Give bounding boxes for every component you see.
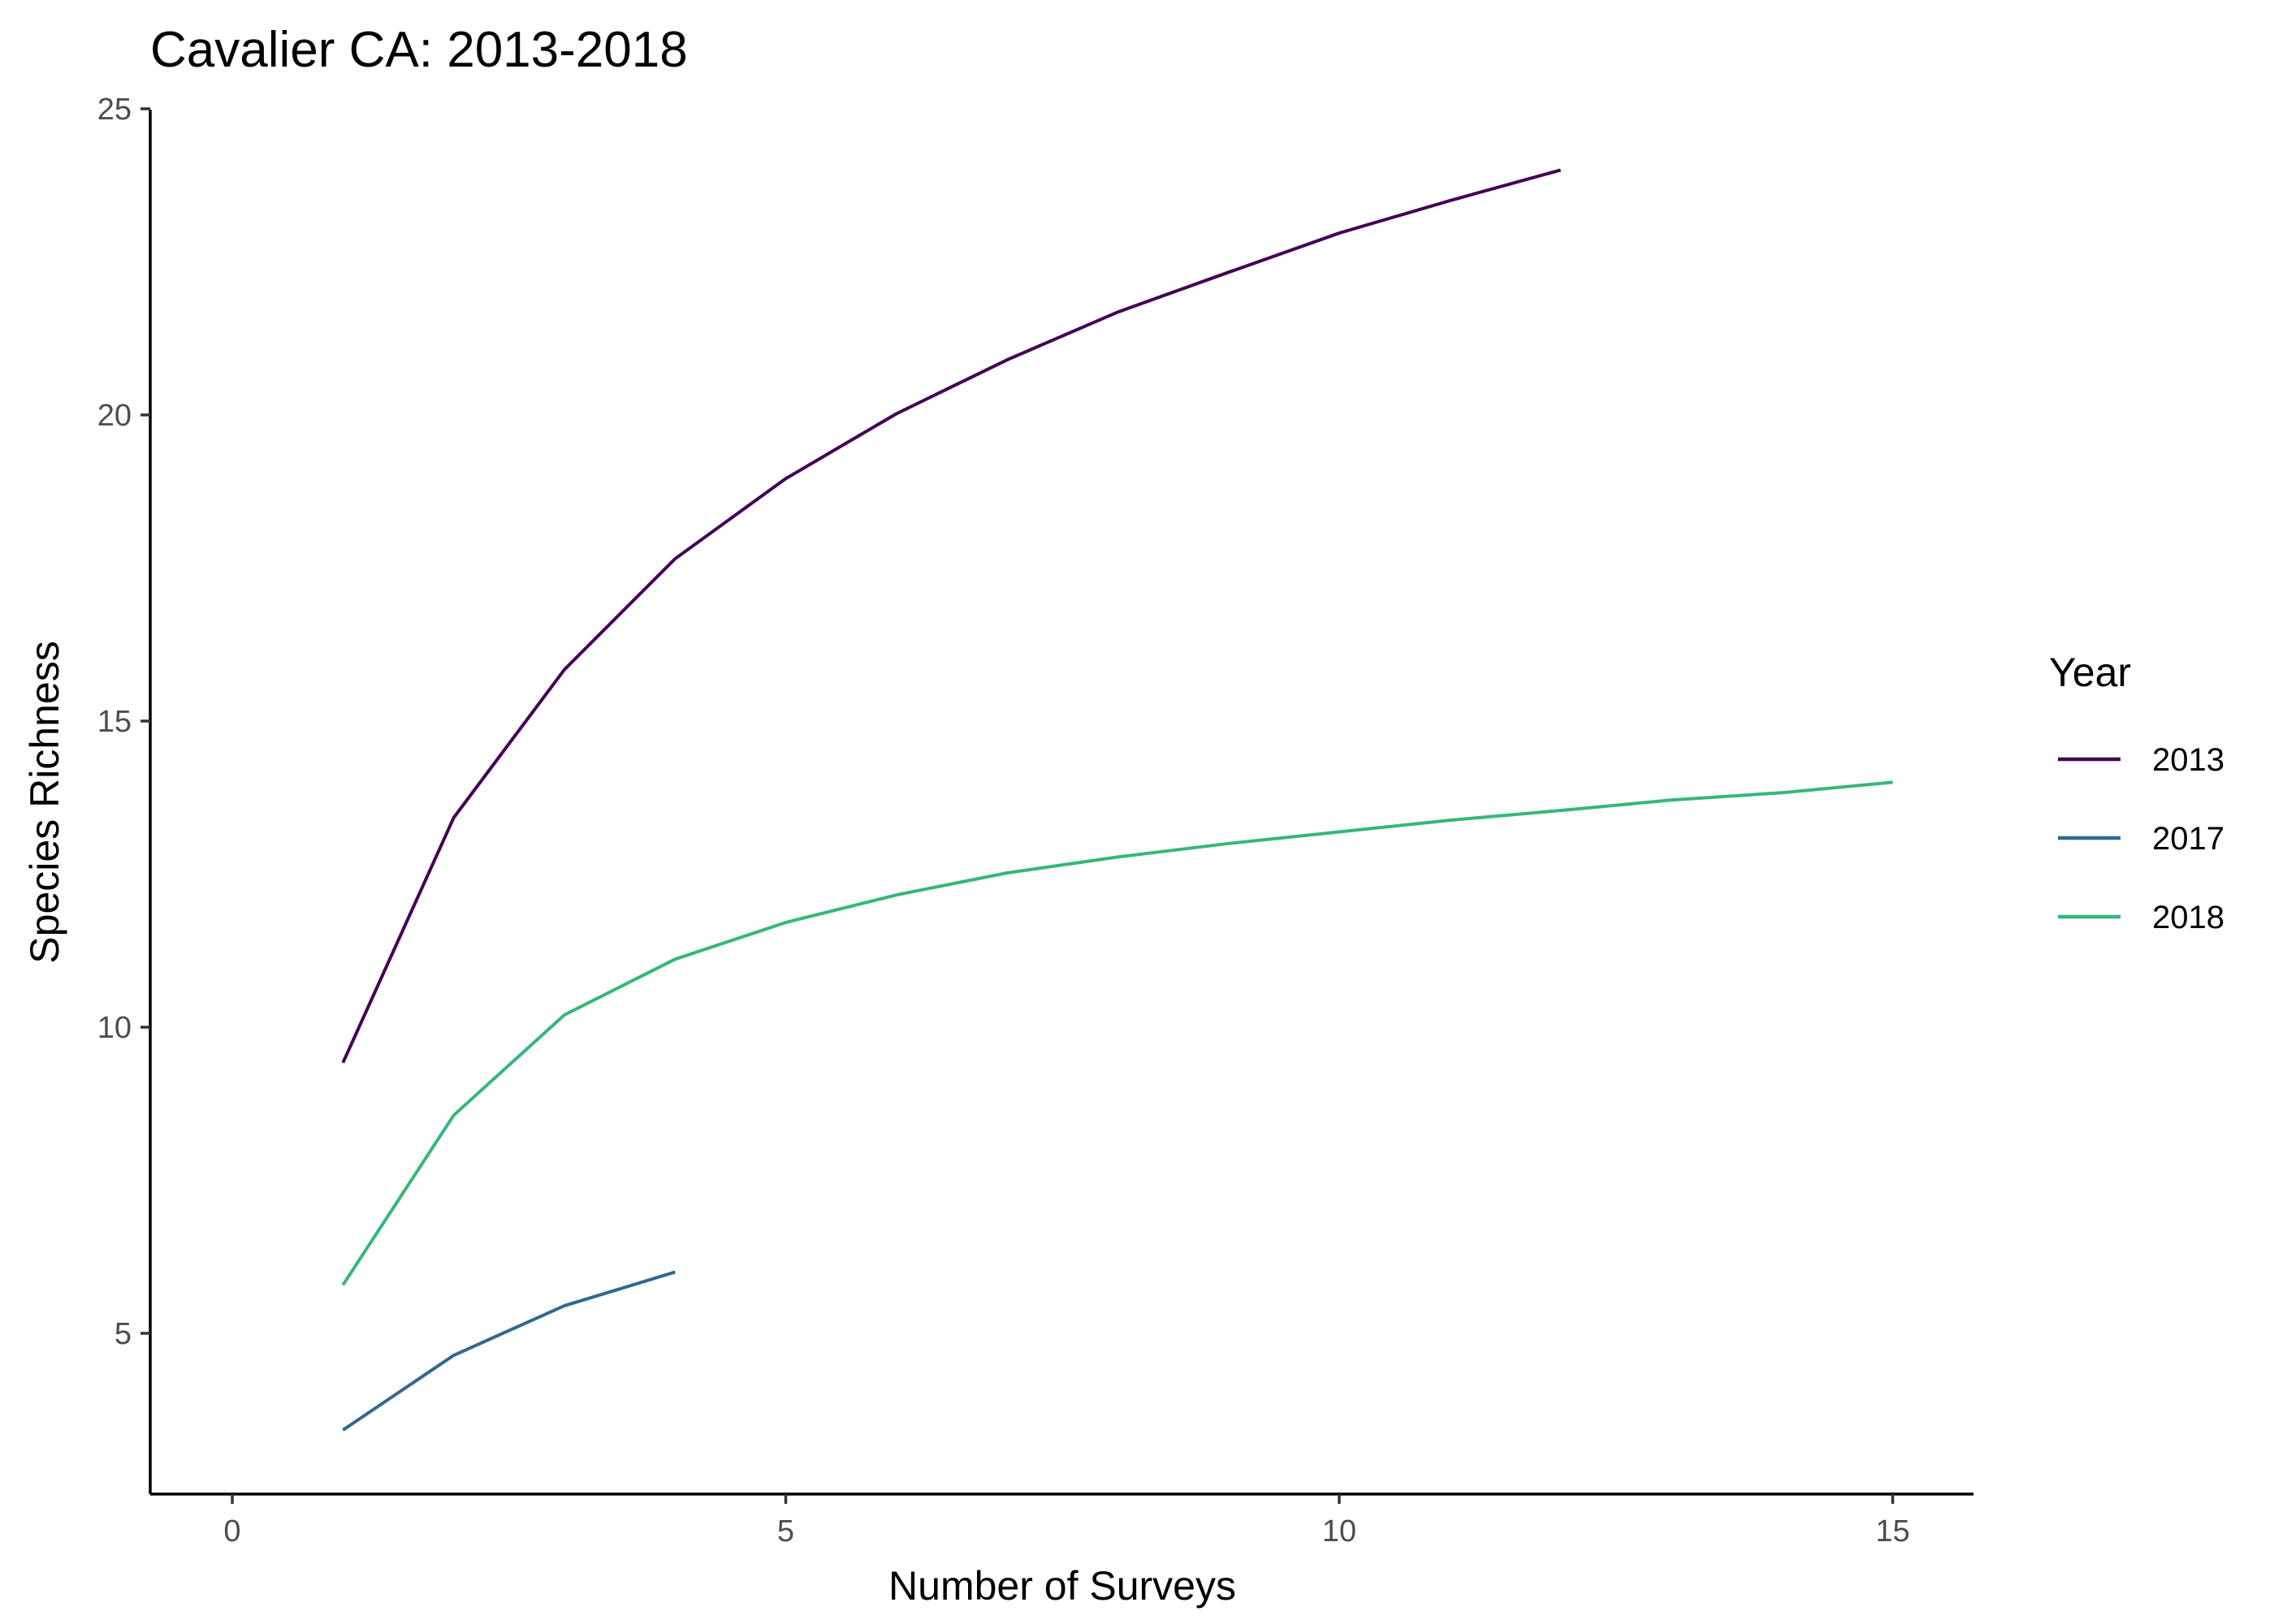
series-line-2017 — [342, 1270, 676, 1432]
x-tick-label: 10 — [1322, 1514, 1356, 1548]
legend-label-2018: 2018 — [2152, 900, 2224, 935]
plot-area — [341, 168, 1893, 1432]
y-tick-label: 25 — [97, 93, 132, 127]
y-ticks: 5 10 15 20 25 — [97, 93, 150, 1351]
y-tick-label: 10 — [97, 1011, 132, 1045]
legend-label-2017: 2017 — [2152, 821, 2224, 857]
x-tick-label: 0 — [223, 1514, 240, 1548]
legend-label-2013: 2013 — [2152, 742, 2224, 778]
y-axis-title: Species Richness — [22, 641, 67, 963]
series-line-2013 — [341, 168, 1562, 1064]
legend: 2013 2017 2018 — [2058, 742, 2224, 935]
y-tick-label: 20 — [97, 399, 132, 433]
y-tick-label: 15 — [97, 705, 132, 739]
x-tick-label: 5 — [777, 1514, 794, 1548]
y-tick-label: 5 — [115, 1317, 132, 1351]
legend-title: Year — [2049, 650, 2131, 695]
x-ticks: 0 5 10 15 — [223, 1494, 1910, 1548]
series-line-2018 — [341, 780, 1893, 1286]
chart-title: Cavalier CA: 2013-2018 — [150, 22, 688, 78]
x-tick-label: 15 — [1875, 1514, 1909, 1548]
x-axis-title: Number of Surveys — [888, 1563, 1236, 1609]
